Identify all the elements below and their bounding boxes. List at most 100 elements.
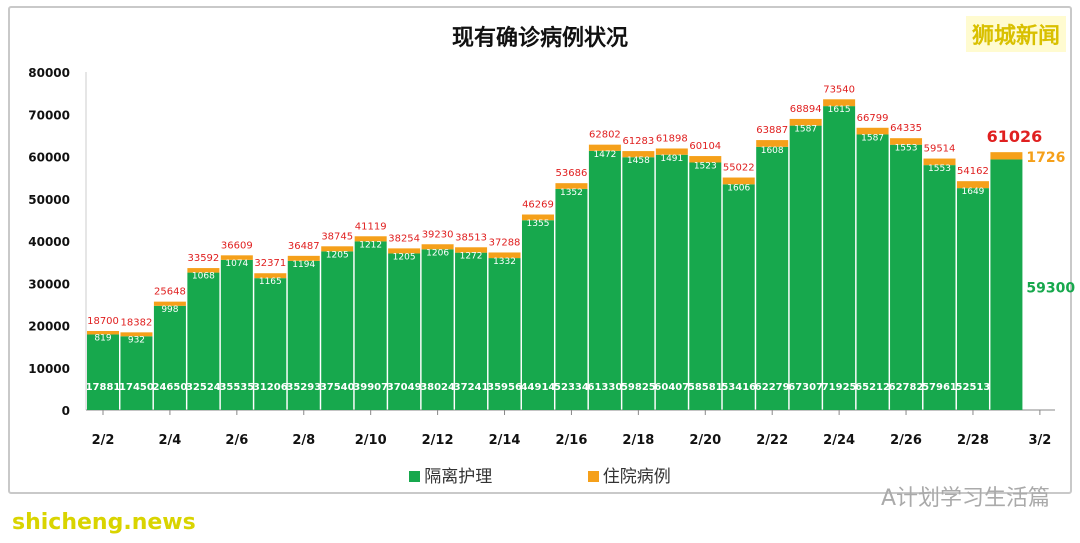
isolation-label: 35956: [487, 382, 522, 393]
hospital-label: 1212: [359, 240, 382, 250]
total-label: 32371: [254, 258, 286, 269]
hospital-label: 1165: [259, 277, 282, 287]
bar-isolation: [722, 184, 755, 410]
bar-hospital: [890, 138, 923, 145]
isolation-label: 17450: [119, 382, 154, 393]
isolation-label: 37241: [454, 382, 489, 393]
chart-frame: [8, 6, 1072, 494]
bar-isolation: [287, 260, 320, 410]
legend-item-isolation: 隔离护理: [409, 467, 492, 487]
total-label: 54162: [957, 166, 989, 177]
bar-hospital: [388, 248, 421, 254]
total-label: 33592: [187, 253, 219, 264]
bar-hospital: [689, 156, 722, 163]
bar-isolation: [655, 154, 688, 410]
hospital-label: 1205: [326, 250, 349, 260]
isolation-label: 57961: [922, 382, 957, 393]
bar-isolation: [890, 144, 923, 411]
hospital-label: 1726: [1026, 150, 1065, 166]
hospital-label: 819: [94, 333, 111, 343]
total-label: 61026: [987, 127, 1043, 146]
bar-hospital: [354, 236, 387, 242]
brand-logo: 狮城新闻: [965, 16, 1066, 52]
total-label: 18382: [121, 317, 153, 328]
hospital-label: 1491: [660, 154, 683, 164]
x-tick-label: 2/2: [92, 433, 115, 448]
hospital-label: 1606: [727, 183, 750, 193]
bar-hospital: [923, 158, 956, 166]
bar-isolation: [488, 258, 521, 410]
bar-isolation: [455, 252, 488, 410]
isolation-label: 32524: [186, 382, 221, 393]
bar-hospital: [287, 255, 320, 261]
y-tick-label: 30000: [28, 277, 70, 291]
bar-hospital: [956, 181, 989, 189]
bar-isolation: [354, 241, 387, 410]
total-label: 68894: [790, 104, 822, 115]
x-tick-label: 2/24: [823, 433, 855, 448]
legend-swatch: [587, 471, 599, 482]
hospital-label: 1205: [393, 252, 416, 262]
hospital-label: 1523: [694, 161, 717, 171]
x-tick-label: 2/26: [890, 433, 922, 448]
bar-hospital: [87, 330, 119, 335]
total-label: 38513: [455, 232, 487, 243]
x-tick-label: 2/4: [158, 433, 181, 448]
isolation-label: 59300: [1026, 281, 1075, 297]
y-tick-label: 60000: [28, 151, 70, 165]
x-tick-label: 3/2: [1028, 433, 1051, 448]
bar-hospital: [722, 177, 755, 185]
bar-hospital: [990, 152, 1023, 160]
x-tick-label: 2/28: [957, 433, 989, 448]
bar-hospital: [187, 268, 220, 273]
isolation-label: 53416: [721, 382, 756, 393]
bar-hospital: [588, 144, 621, 151]
bar-isolation: [622, 157, 655, 410]
y-tick-label: 80000: [28, 66, 70, 80]
hospital-label: 998: [161, 305, 178, 315]
hospital-label: 1553: [895, 144, 918, 154]
chart-title: 现有确诊病例状况: [451, 26, 628, 51]
hospital-label: 932: [128, 335, 145, 345]
x-tick-label: 2/22: [756, 433, 788, 448]
isolation-label: 35293: [286, 382, 321, 393]
total-label: 61898: [656, 133, 688, 144]
chart-svg: 0 10000 20000 30000 40000 50000 60000 70000 8000…: [28, 66, 1075, 448]
bar-hospital: [756, 140, 789, 147]
bar-hospital: [655, 148, 688, 155]
isolation-label: 58581: [688, 382, 723, 393]
hospital-label: 1553: [928, 164, 951, 174]
hospital-label: 1206: [426, 248, 449, 258]
bar-isolation: [588, 150, 621, 411]
bar-isolation: [87, 334, 119, 410]
total-label: 59514: [924, 144, 956, 155]
total-label: 46269: [522, 200, 554, 211]
bar-hospital: [220, 255, 253, 260]
bar-isolation: [220, 259, 253, 410]
x-tick-label: 2/8: [292, 433, 315, 448]
bar-isolation: [254, 278, 287, 410]
isolation-label: 31206: [253, 382, 288, 393]
isolation-label: 71925: [822, 382, 857, 393]
isolation-label: 52513: [956, 382, 991, 393]
hospital-label: 1074: [225, 259, 248, 269]
bar-isolation: [856, 134, 889, 410]
bar-isolation: [990, 159, 1023, 410]
total-label: 73540: [823, 84, 855, 95]
total-label: 55022: [723, 163, 755, 174]
bar-hospital: [321, 246, 354, 252]
x-tick-label: 2/12: [422, 433, 454, 448]
bar-hospital: [254, 273, 287, 279]
total-label: 64335: [890, 123, 922, 134]
isolation-label: 37049: [387, 382, 422, 393]
hospital-label: 1615: [828, 105, 851, 115]
isolation-label: 60407: [654, 382, 689, 393]
legend-swatch: [409, 471, 421, 482]
bar-isolation: [756, 146, 789, 411]
isolation-label: 62782: [889, 382, 924, 393]
isolation-label: 61330: [588, 382, 623, 393]
x-tick-label: 2/20: [689, 433, 721, 448]
bar-isolation: [388, 253, 421, 410]
hospital-label: 1608: [761, 146, 784, 156]
total-label: 25648: [154, 287, 186, 298]
